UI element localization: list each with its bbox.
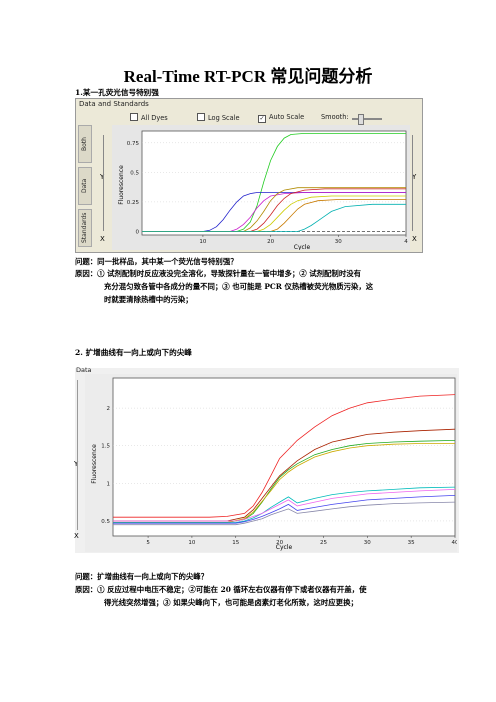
- y-tick-label: 0.75: [127, 141, 140, 147]
- smooth-slider[interactable]: [352, 118, 382, 120]
- y-tick-label: 0.5: [101, 519, 110, 525]
- smooth-label: Smooth:: [321, 113, 349, 121]
- page-title: Real-Time RT-PCR 常见问题分析: [123, 67, 373, 86]
- x-axis-label: Cycle: [276, 544, 293, 551]
- series-line-8: [113, 501, 456, 526]
- y-tick-label: 1.5: [101, 444, 110, 450]
- y-tick-label: 0.25: [127, 200, 140, 206]
- x-axis-marker-right: X: [412, 235, 417, 243]
- reason-2-line-2: 得光线突然增强；③ 如果尖峰向下，也可能是卤素灯老化所致，这时应更换；: [104, 598, 358, 607]
- x-tick-label: 15: [232, 540, 239, 546]
- reason-2-line-1: 原因：① 反应过程中电压不稳定；②可能在 20 循环左右仪器有停下或者仪器有开盖…: [75, 585, 367, 594]
- series-line-3: [113, 440, 456, 523]
- question-1: 问题：同一批样品，其中某一个荧光信号特别强？: [75, 257, 238, 266]
- tab-standards[interactable]: Standards: [78, 209, 92, 247]
- section-heading-2: 2. 扩增曲线有一向上或向下的尖峰: [75, 348, 192, 357]
- checkbox-icon: [130, 113, 138, 121]
- y-axis-marker: Y: [74, 460, 79, 468]
- series-line-1: [113, 394, 456, 518]
- series-line-6: [142, 195, 406, 232]
- data-standards-window: Data and Standards All Dyes Log Scale ✓ A…: [75, 98, 423, 253]
- series-line-4: [142, 187, 406, 232]
- x-tick-label: 40: [452, 540, 458, 546]
- all-dyes-label: All Dyes: [141, 114, 168, 122]
- x-tick-label: 20: [267, 239, 274, 245]
- data-window: Data Y X 0.5 1 1.5 2 5 10 15 20 25 30 35 40 Cycle Flu…: [74, 366, 459, 553]
- checkbox-icon: [197, 113, 205, 121]
- x-tick-label: 20: [276, 540, 283, 546]
- reason-1-line-3: 时就要清除热槽中的污染；: [104, 295, 193, 304]
- series-line-1: [142, 132, 406, 232]
- window-header: Data: [76, 366, 92, 374]
- series-line-2: [113, 428, 456, 522]
- chart-1: 0 0.25 0.5 0.75 10 20 30 4 Cycle Fluorescence: [112, 125, 410, 250]
- all-dyes-checkbox[interactable]: All Dyes: [130, 113, 168, 122]
- auto-scale-checkbox[interactable]: ✓ Auto Scale: [258, 113, 304, 123]
- x-tick-label: 10: [199, 239, 206, 245]
- series-line-4: [113, 443, 455, 523]
- y-axis-label: Fluorescence: [118, 165, 125, 205]
- log-scale-label: Log Scale: [208, 114, 240, 122]
- series-line-8: [142, 203, 406, 232]
- series-line-7: [113, 495, 456, 524]
- auto-scale-label: Auto Scale: [269, 113, 305, 121]
- y-axis-marker: Y: [100, 173, 105, 181]
- slider-handle[interactable]: [358, 114, 364, 125]
- x-axis-marker: X: [74, 532, 79, 540]
- plot-area: [112, 377, 456, 537]
- x-tick-label: 4: [404, 239, 408, 245]
- y-axis-label: Fluorescence: [91, 444, 98, 484]
- tab-both[interactable]: Both: [78, 125, 92, 163]
- y-ruler: [103, 135, 108, 231]
- x-tick-label: 30: [335, 239, 342, 245]
- y-tick-label: 1: [107, 481, 111, 487]
- series-line-7: [142, 199, 406, 232]
- plot-area: [141, 130, 407, 236]
- smooth-control: Smooth:: [321, 113, 349, 121]
- x-tick-label: 30: [364, 540, 371, 546]
- x-tick-label: 5: [146, 540, 150, 546]
- series-line-6: [113, 489, 456, 522]
- y-tick-label: 0.5: [130, 170, 139, 176]
- series-line-2: [142, 192, 406, 232]
- series-line-5: [142, 188, 406, 232]
- series-line-5: [113, 486, 456, 523]
- x-axis-label: Cycle: [294, 244, 311, 250]
- check-icon: ✓: [258, 115, 266, 123]
- log-scale-checkbox[interactable]: Log Scale: [197, 113, 240, 122]
- y-ruler-right: [412, 135, 417, 231]
- section-heading-1: 1.某一孔荧光信号特别强: [75, 88, 159, 97]
- x-tick-label: 25: [320, 540, 327, 546]
- reason-1-line-2: 充分混匀致各管中各成分的量不同；③ 也可能是 PCR 仪热槽被荧光物质污染，这: [104, 282, 374, 291]
- x-tick-label: 10: [188, 540, 195, 546]
- question-2: 问题：扩增曲线有一向上或向下的尖峰？: [75, 572, 209, 581]
- x-tick-label: 35: [408, 540, 415, 546]
- reason-1-line-1: 原因：① 试剂配制时反应液没完全溶化，导致探针量在一管中增多；② 试剂配制时没有: [75, 269, 361, 278]
- y-tick-label: 0: [136, 229, 140, 235]
- tab-data[interactable]: Data: [78, 167, 92, 205]
- y-ruler: [77, 380, 78, 530]
- y-axis-marker-right: Y: [412, 173, 417, 181]
- window-header: Data and Standards: [79, 100, 149, 108]
- x-axis-marker: X: [100, 235, 105, 243]
- y-tick-label: 2: [107, 406, 111, 412]
